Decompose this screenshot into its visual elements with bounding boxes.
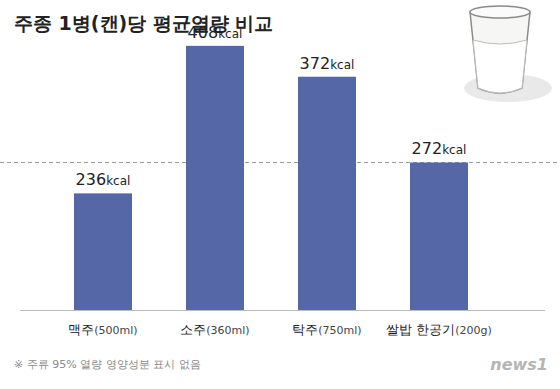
glass-icon	[464, 6, 552, 102]
category-name: 탁주	[292, 322, 318, 337]
category-unit: (500ml)	[94, 324, 137, 337]
data-label-number: 408	[188, 23, 219, 42]
glass-rim	[470, 6, 530, 18]
data-label: 408kcal	[188, 23, 243, 42]
reference-line	[0, 162, 560, 163]
category-name: 쌀밥 한공기	[386, 322, 455, 337]
footnote: ※ 주류 95% 열량 영양성분 표시 없음	[14, 358, 201, 371]
x-tick-label: 탁주(750ml)	[292, 322, 361, 337]
data-label-unit: kcal	[218, 27, 242, 41]
data-label: 372kcal	[300, 54, 355, 73]
bar	[186, 46, 244, 310]
category-name: 맥주	[68, 322, 94, 337]
category-unit: (750ml)	[318, 324, 361, 337]
data-label-unit: kcal	[442, 143, 466, 157]
bar	[410, 162, 468, 310]
category-unit: (360ml)	[206, 324, 249, 337]
category-unit: (200g)	[455, 324, 492, 337]
x-tick-label: 쌀밥 한공기(200g)	[386, 322, 492, 337]
glass-liquid	[473, 40, 527, 93]
bar	[298, 77, 356, 310]
data-label-number: 372	[300, 54, 331, 73]
data-label: 272kcal	[412, 139, 467, 158]
background	[0, 0, 560, 389]
x-tick-label: 소주(360ml)	[180, 322, 249, 337]
baseline	[20, 310, 545, 311]
data-label: 236kcal	[76, 170, 131, 189]
source-logo: news1	[490, 355, 548, 374]
bars	[74, 46, 468, 310]
chart: 주종 1병(캔)당 평균열량 비교236kcal맥주(500ml)408kcal…	[0, 0, 560, 389]
bar	[74, 193, 132, 310]
glass-body	[470, 12, 530, 93]
category-name: 소주	[180, 322, 206, 337]
data-label-unit: kcal	[106, 174, 130, 188]
data-label-number: 236	[76, 170, 107, 189]
x-tick-label: 맥주(500ml)	[68, 322, 137, 337]
data-label-number: 272	[412, 139, 443, 158]
labels: 236kcal맥주(500ml)408kcal소주(360ml)372kcal탁…	[68, 23, 492, 337]
data-label-unit: kcal	[330, 58, 354, 72]
